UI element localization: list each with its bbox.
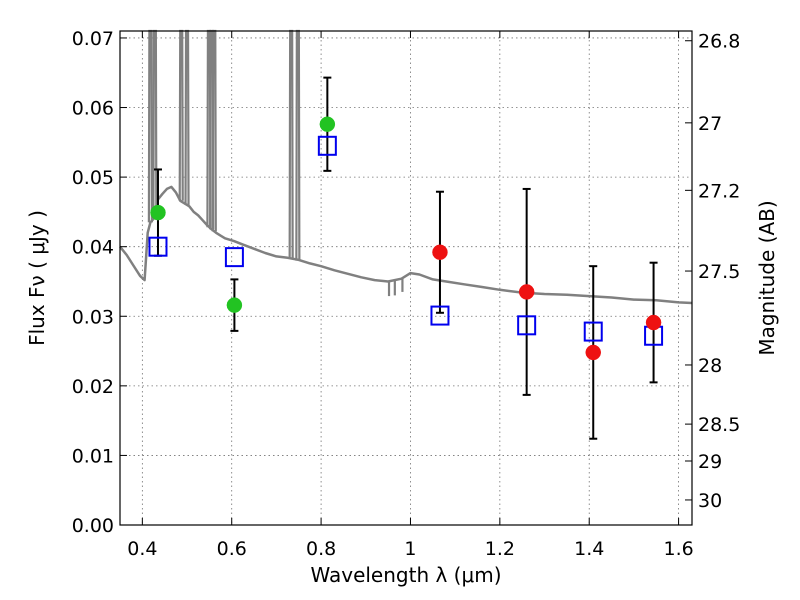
y-tick-label: 0.06 <box>72 98 114 120</box>
right-tick-label: 27.5 <box>698 261 740 283</box>
y-tick-label: 0.00 <box>72 515 114 537</box>
observed-flux-point <box>226 297 243 313</box>
y-tick-label: 0.05 <box>72 167 114 189</box>
data-points-layer <box>148 76 664 440</box>
model-photometry-square <box>430 305 450 326</box>
y-tick-label: 0.03 <box>72 306 114 328</box>
observed-flux-point <box>150 204 166 221</box>
emission-line-spike <box>178 29 184 201</box>
y-tick-label: 0.02 <box>72 376 114 398</box>
model-sed-line <box>119 185 693 305</box>
model-photometry-square <box>517 315 537 336</box>
observed-flux-point <box>645 314 662 331</box>
right-tick-label: 28 <box>698 355 722 377</box>
emission-line-spike <box>295 29 301 261</box>
x-tick-label: 0.6 <box>217 538 247 560</box>
emission-line-spike <box>152 29 158 219</box>
y-axis-title: Flux Fν ( μJy ) <box>25 210 49 346</box>
right-tick-label: 26.8 <box>698 31 740 53</box>
x-tick-label: 1 <box>404 538 416 560</box>
right-tick-label: 29 <box>698 451 722 473</box>
observed-flux-point <box>319 116 336 132</box>
grid-lines <box>120 31 692 526</box>
x-axis-title: Wavelength λ (μm) <box>310 563 501 587</box>
x-tick-label: 1.4 <box>574 538 604 560</box>
x-tick-label: 0.8 <box>306 538 336 560</box>
model-photometry-square <box>224 247 244 268</box>
emission-line-spike <box>211 29 217 232</box>
x-tick-label: 1.6 <box>663 538 693 560</box>
emission-line-spike <box>184 29 190 205</box>
observed-flux-point <box>518 284 535 300</box>
x-tick-label: 1.2 <box>485 538 515 560</box>
plot-frame <box>119 30 693 526</box>
model-photometry-square <box>317 135 337 156</box>
right-tick-label: 30 <box>698 490 722 512</box>
model-photometry-square <box>148 236 168 257</box>
emission-line-spike <box>288 29 294 259</box>
right-tick-label: 28.5 <box>698 414 740 436</box>
right-tick-label: 27.2 <box>698 180 740 202</box>
observed-flux-point <box>585 344 601 361</box>
emission-line-spike <box>147 29 153 223</box>
model-sed-layer <box>119 29 693 305</box>
x-tick-label: 0.4 <box>127 538 157 560</box>
model-photometry-square <box>583 321 603 342</box>
right-axis-title: Magnitude (AB) <box>755 200 779 355</box>
y-tick-label: 0.01 <box>72 445 114 467</box>
right-tick-label: 27 <box>698 113 722 135</box>
y-tick-label: 0.07 <box>72 28 114 50</box>
observed-flux-point <box>432 244 448 261</box>
y-tick-label: 0.04 <box>72 237 114 259</box>
axes-layer: 0.4 0.6 0.8 1 1.2 1.4 1.6 0.00 0.01 0.02 0.03 0.04 0… <box>72 28 741 560</box>
